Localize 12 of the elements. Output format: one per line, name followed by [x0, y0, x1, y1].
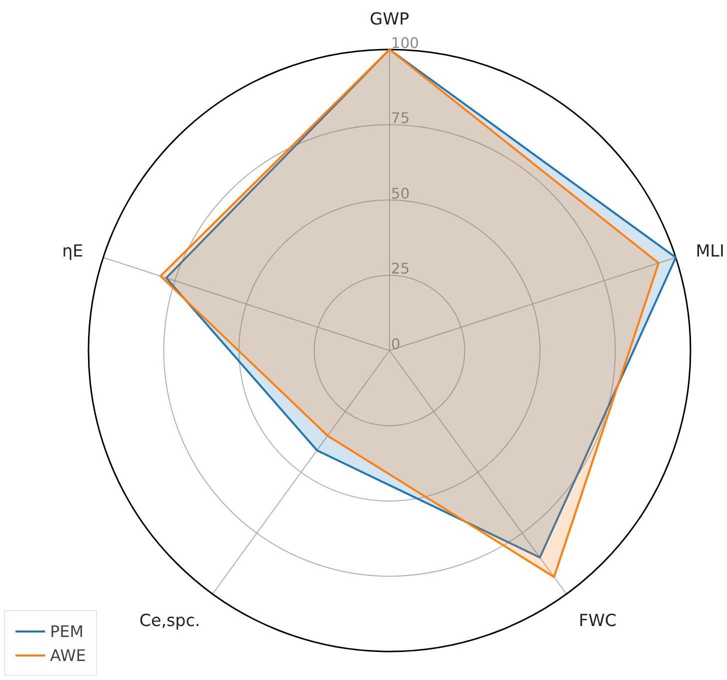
y-tick-label: 100	[391, 34, 419, 52]
y-tick-label: 25	[391, 260, 410, 278]
y-tick-label: 50	[391, 185, 410, 202]
y-tick-label: 0	[391, 336, 400, 353]
spoke-label: MLI	[696, 241, 724, 260]
spoke-label: GWP	[370, 9, 410, 28]
spoke-label: ηE	[62, 241, 84, 260]
spoke-label: Ce,spc.	[139, 611, 200, 630]
spoke-label: FWC	[578, 611, 616, 630]
legend-label: PEM	[50, 622, 84, 640]
legend-label: AWE	[50, 646, 86, 664]
y-tick-label: 75	[391, 110, 410, 128]
